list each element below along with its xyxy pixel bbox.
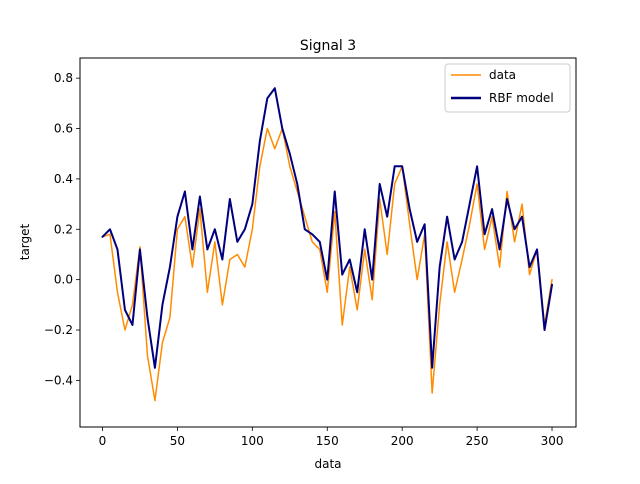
y-tick-label: 0.0: [54, 273, 73, 287]
y-tick-label: 0.4: [54, 172, 73, 186]
series-line-rbf-model: [101, 87, 554, 369]
x-tick-label: 0: [99, 434, 107, 448]
y-tick-label: 0.8: [54, 71, 73, 85]
x-tick-label: 50: [170, 434, 185, 448]
x-axis: 0 50 100 150 200 250 300: [99, 427, 564, 448]
legend-label-rbf-model: RBF model: [489, 91, 554, 105]
y-tick-label: −0.2: [44, 323, 73, 337]
y-tick-label: 0.6: [54, 122, 73, 136]
legend-label-data: data: [489, 68, 516, 82]
x-tick-label: 100: [241, 434, 264, 448]
plot-frame: [79, 57, 577, 428]
y-axis-label: target: [18, 223, 32, 260]
chart-title: Signal 3: [300, 38, 356, 54]
x-tick-label: 300: [541, 434, 564, 448]
x-axis-label: data: [314, 457, 341, 471]
series-line-data: [101, 127, 553, 402]
legend: data RBF model: [444, 63, 571, 113]
x-tick-label: 150: [316, 434, 339, 448]
y-tick-label: 0.2: [54, 222, 73, 236]
x-tick-label: 200: [391, 434, 414, 448]
x-tick-label: 250: [466, 434, 489, 448]
series-layer: [101, 87, 554, 402]
y-tick-label: −0.4: [44, 373, 73, 387]
legend-box: [444, 63, 571, 113]
y-axis: −0.4 −0.2 0.0 0.2 0.4 0.6 0.8: [44, 71, 80, 387]
